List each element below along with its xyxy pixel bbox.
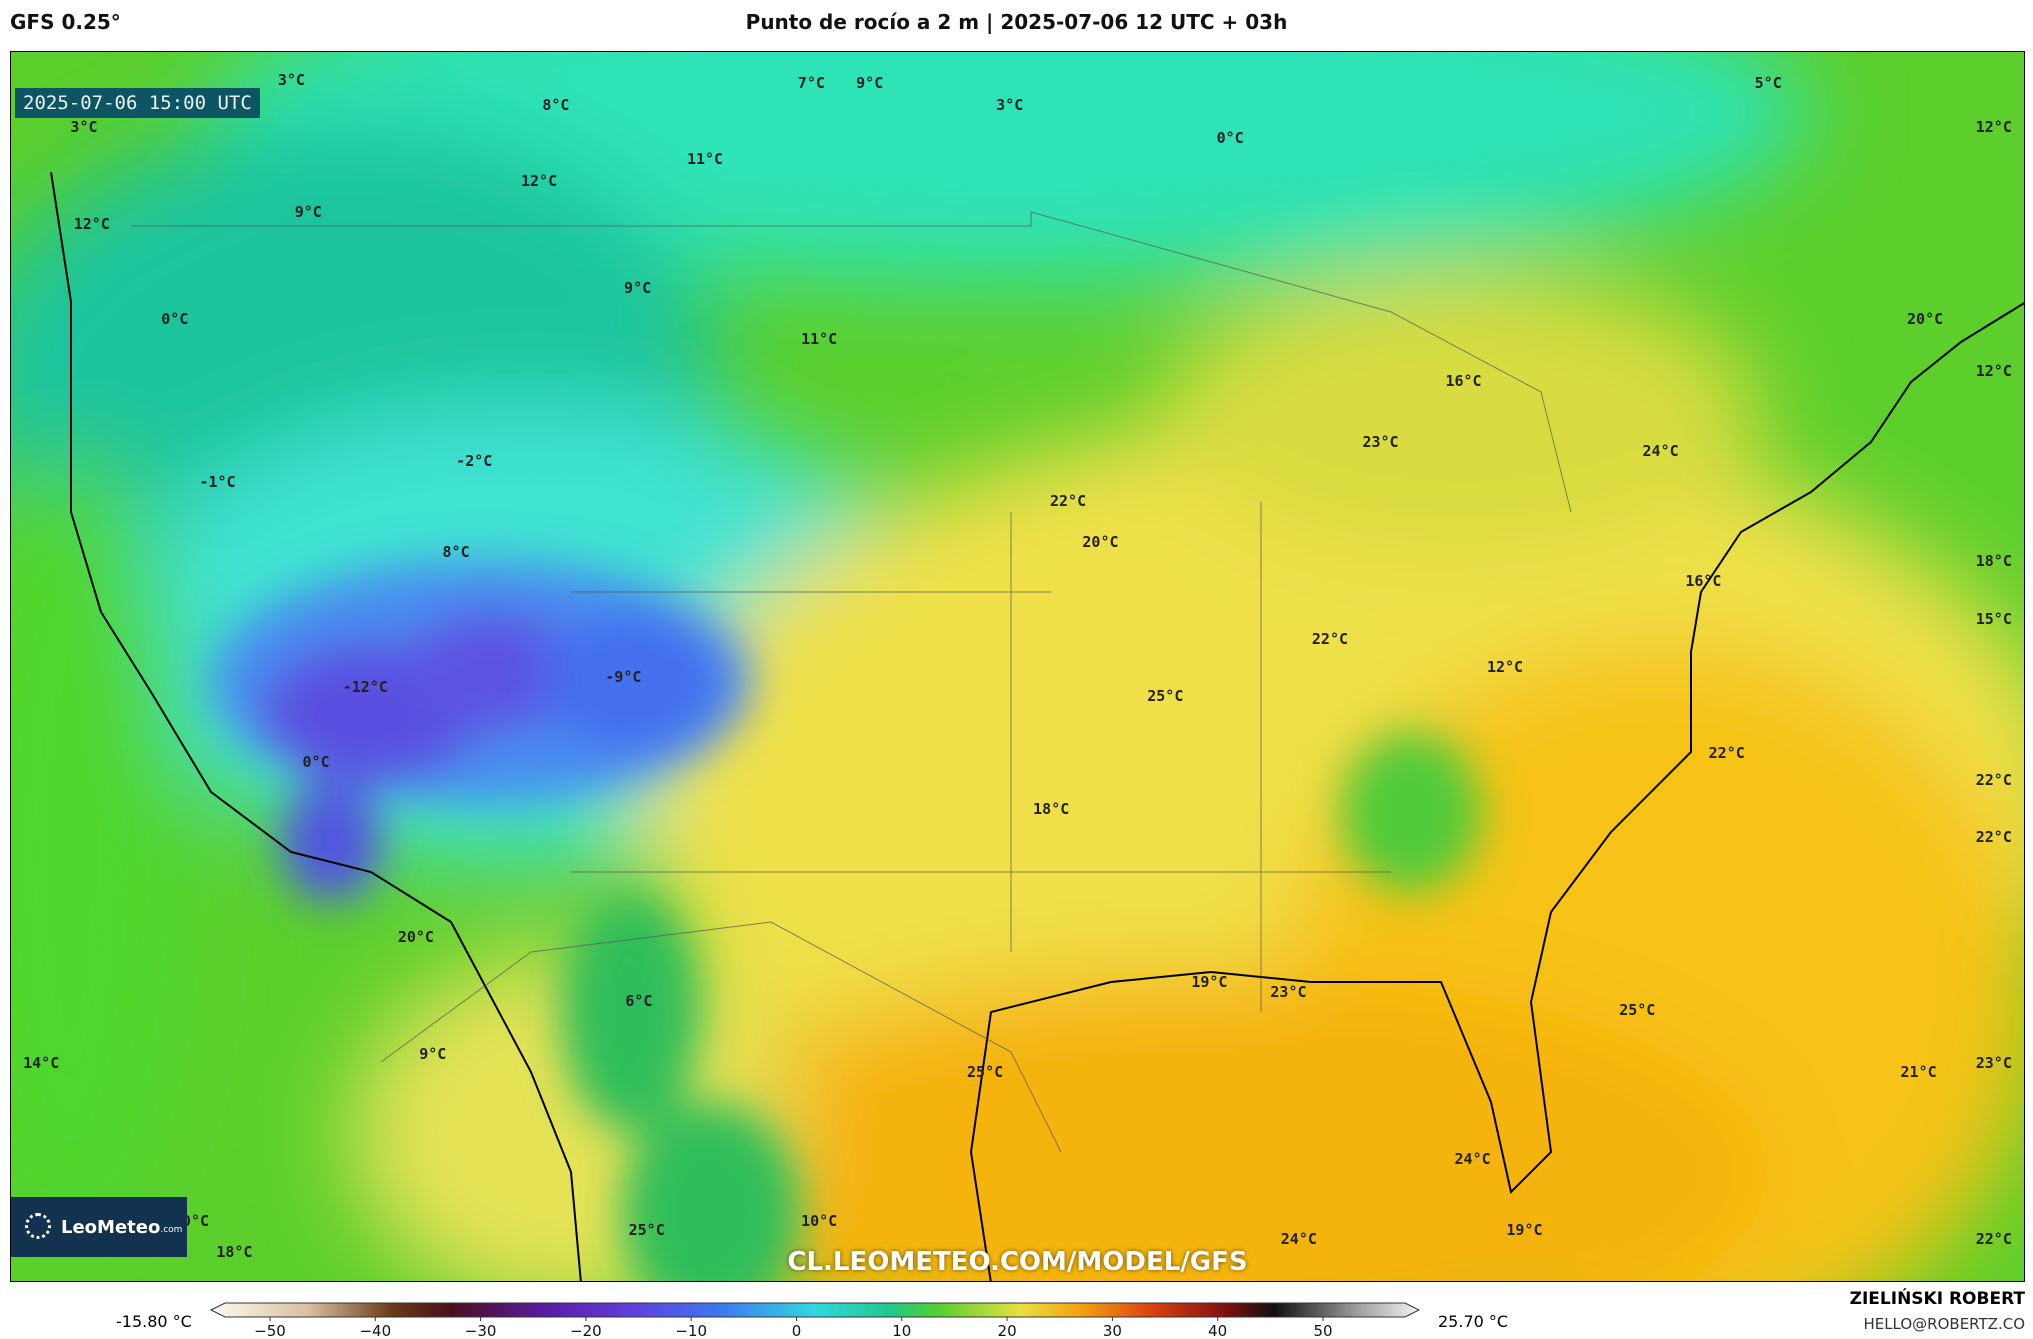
- colorbar-tick-label: 20: [998, 1322, 1017, 1339]
- author: ZIELIŃSKI ROBERT: [1849, 1289, 2025, 1309]
- temperature-label: 19°C: [1191, 973, 1228, 992]
- temperature-label: 7°C: [797, 73, 825, 92]
- colorbar: −50 −40 −30 −20 −10 0 10 20 30 40 50: [209, 1302, 1421, 1339]
- colorbar-tick-label: 40: [1208, 1322, 1227, 1339]
- colorbar-max: 25.70 °C: [1438, 1312, 1509, 1331]
- temperature-label: 5°C: [1754, 73, 1782, 92]
- temperature-label: 24°C: [1280, 1230, 1317, 1249]
- temperature-label: 25°C: [1147, 686, 1184, 705]
- temperature-label: 18°C: [1975, 552, 2012, 571]
- temperature-label: 6°C: [625, 991, 653, 1010]
- temperature-label: 0°C: [161, 309, 189, 328]
- temperature-label: 11°C: [801, 330, 838, 349]
- watermark: CL.LEOMETEO.COM/MODEL/GFS: [787, 1247, 1248, 1277]
- temperature-label: 22°C: [1311, 629, 1349, 648]
- temperature-label: 20°C: [1082, 532, 1119, 551]
- temperature-label: 23°C: [1270, 982, 1307, 1001]
- colorbar-scale: [209, 1302, 1421, 1318]
- email: HELLO@ROBERTZ.CO: [1863, 1315, 2025, 1333]
- temperature-label: 20°C: [1907, 309, 1944, 328]
- colorbar-tick-label: −40: [359, 1322, 391, 1339]
- temperature-label: -9°C: [605, 667, 642, 686]
- colorbar-tick-label: −50: [254, 1322, 286, 1339]
- valid-time: 2025-07-06 15:00 UTC: [15, 88, 260, 118]
- temperature-label: 11°C: [686, 150, 724, 169]
- temperature-label: 12°C: [1975, 361, 2012, 380]
- temperature-label: 15°C: [1975, 610, 2012, 629]
- temperature-label: -12°C: [342, 677, 388, 696]
- map-field: [11, 52, 2024, 1281]
- temperature-label: 12°C: [1975, 117, 2012, 136]
- temperature-label: 9°C: [856, 73, 884, 92]
- logo-icon: [25, 1213, 51, 1239]
- colorbar-tick-label: 0: [792, 1322, 802, 1339]
- temperature-label: 3°C: [70, 117, 98, 136]
- temperature-label: 22°C: [1975, 771, 2012, 790]
- temperature-label: 9°C: [294, 203, 322, 222]
- colorbar-tick-label: −30: [465, 1322, 497, 1339]
- temperature-label: 12°C: [521, 172, 558, 191]
- temperature-label: 14°C: [23, 1053, 60, 1072]
- colorbar-tick-label: 30: [1103, 1322, 1122, 1339]
- temperature-label: 8°C: [542, 95, 570, 114]
- colorbar-tick-label: 50: [1313, 1322, 1332, 1339]
- coastline: [50, 171, 2024, 1281]
- temperature-label: 22°C: [1050, 492, 1087, 511]
- colorbar-min: -15.80 °C: [116, 1312, 192, 1331]
- temperature-label: 22°C: [1708, 744, 1745, 762]
- temperature-label: 9°C: [624, 278, 652, 297]
- colorbar-tick-label: −10: [675, 1322, 707, 1339]
- temperature-label: 22°C: [1975, 828, 2012, 847]
- temperature-label: 25°C: [628, 1221, 665, 1240]
- temperature-label: 25°C: [1619, 1000, 1656, 1019]
- logo-suffix: .com: [160, 1224, 183, 1235]
- temperature-label: 0°C: [302, 753, 330, 772]
- logo: LeoMeteo .com: [11, 1197, 187, 1257]
- map: 2025-07-06 15:00 UTC 3°C 3°C 8°C 7°C 9°C 3°C 0…: [10, 51, 2025, 1282]
- logo-name: LeoMeteo: [61, 1216, 161, 1238]
- temperature-label: 12°C: [1486, 658, 1524, 677]
- map-title: Punto de rocío a 2 m | 2025-07-06 12 UTC…: [745, 10, 1288, 34]
- temperature-label: 16°C: [1685, 571, 1722, 590]
- colorbar-tick-label: −20: [570, 1322, 602, 1339]
- temperature-label: -2°C: [456, 452, 493, 471]
- temperature-label: 12°C: [73, 215, 110, 233]
- temperature-label: 16°C: [1445, 371, 1482, 390]
- temperature-label: 19°C: [1506, 1221, 1543, 1240]
- temperature-label: 23°C: [1975, 1053, 2012, 1072]
- temperature-label: 21°C: [1900, 1062, 1937, 1081]
- temperature-label: 3°C: [996, 95, 1024, 114]
- temperature-label: 18°C: [1033, 799, 1070, 818]
- model-name: GFS 0.25°: [10, 10, 121, 34]
- temperature-label: 0°C: [1216, 129, 1244, 148]
- colorbar-tick-label: 10: [892, 1322, 911, 1339]
- temperature-label: 3°C: [277, 71, 305, 90]
- temperature-label: 18°C: [216, 1243, 253, 1262]
- temperature-label: 24°C: [1454, 1149, 1491, 1168]
- temperature-label: 8°C: [442, 543, 470, 562]
- temperature-label: 20°C: [397, 928, 434, 947]
- temperature-label: 23°C: [1362, 432, 1399, 451]
- temperature-label: -1°C: [199, 473, 236, 492]
- temperature-label: 24°C: [1642, 441, 1679, 460]
- field-cores: [211, 562, 1481, 1281]
- temperature-label: 10°C: [801, 1212, 838, 1231]
- borders: [131, 211, 1572, 1153]
- temperature-label: 25°C: [967, 1062, 1004, 1081]
- temperature-label: 0°C: [181, 1212, 210, 1231]
- temperature-label: 22°C: [1975, 1230, 2012, 1249]
- temperature-label: 9°C: [419, 1044, 447, 1063]
